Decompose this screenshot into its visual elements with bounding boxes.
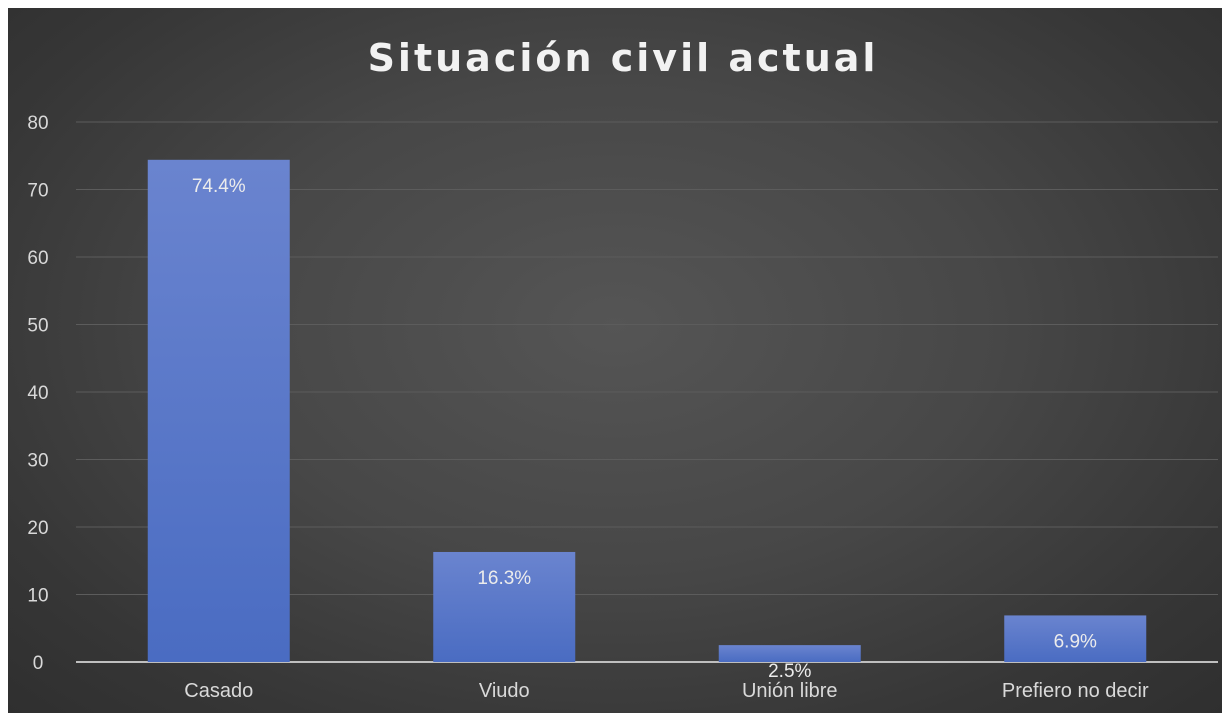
data-label: 74.4% [192,176,246,197]
bars [147,159,1147,663]
bar [147,159,290,663]
bar-chart: Situación civil actual 0 10 20 30 40 50 60 70 80… [27,36,1218,702]
category-label: Casado [184,680,253,702]
y-tick-label: 60 [27,248,48,269]
data-label: 6.9% [1054,631,1097,652]
category-label: Prefiero no decir [1002,680,1149,702]
chart-area: Situación civil actual 0 10 20 30 40 50 60 70 80… [8,8,1222,713]
y-tick-label: 70 [27,181,48,202]
y-tick-label: 50 [27,316,48,337]
bar [433,551,576,662]
x-axis-categories: Casado Viudo Unión libre Prefiero no decir [184,680,1149,702]
bar [1004,615,1147,662]
y-tick-label: 20 [27,518,48,539]
data-labels: 74.4% 16.3% 2.5% 6.9% [192,176,1097,682]
chart-title: Situación civil actual [368,36,879,80]
y-tick-label: 10 [27,586,48,607]
y-tick-label: 30 [27,451,48,472]
y-tick-label: 40 [27,383,48,404]
category-label: Unión libre [742,680,838,702]
y-tick-label: 80 [27,113,48,134]
data-label: 2.5% [768,661,811,682]
bar [718,645,861,662]
category-label: Viudo [479,680,530,702]
y-tick-label: 0 [33,653,44,674]
y-axis-ticks: 0 10 20 30 40 50 60 70 80 [27,113,48,674]
data-label: 16.3% [477,568,531,589]
